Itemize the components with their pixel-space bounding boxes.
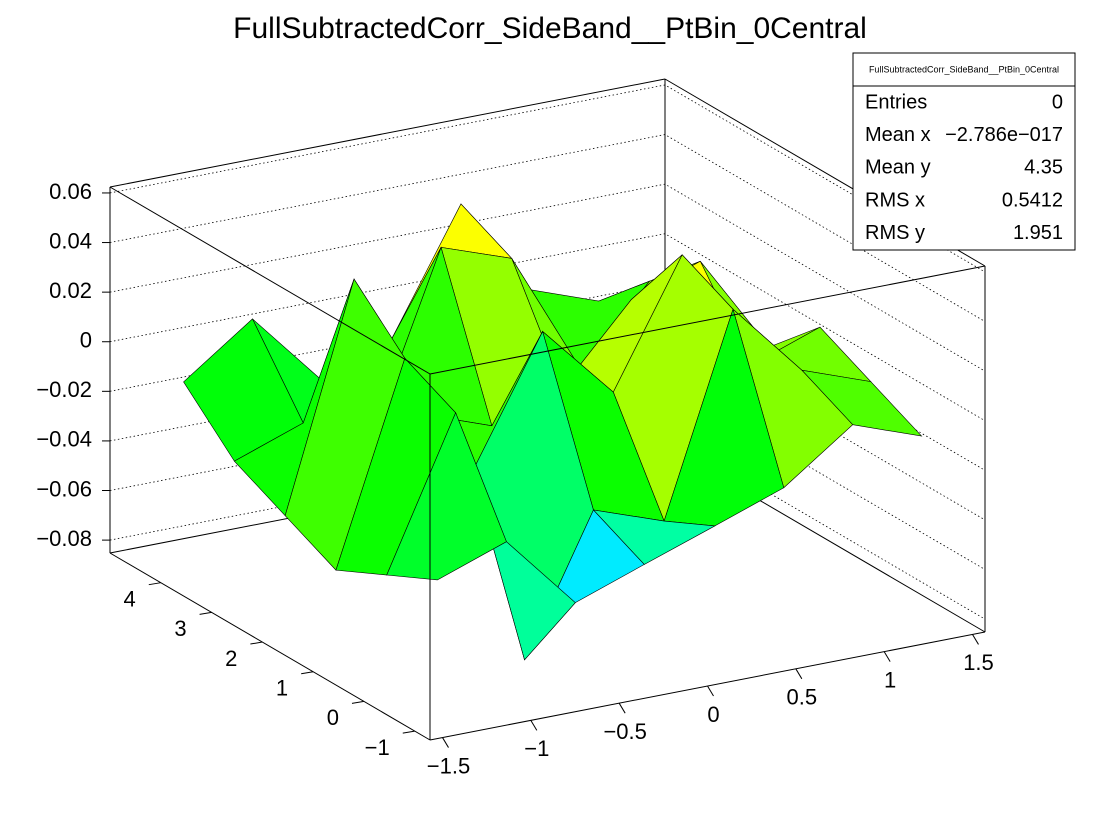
y-tick-label: 1 (276, 676, 288, 701)
stats-frame (852, 52, 1076, 251)
x-tick-label: −1 (524, 736, 549, 761)
stats-value: 0 (1052, 91, 1063, 113)
box-edge (109, 552, 431, 741)
stats-title: FullSubtractedCorr_SideBand__PtBin_0Cent… (869, 64, 1059, 74)
x-tick (707, 685, 714, 697)
y-tick (402, 730, 415, 734)
stats-label: Entries (865, 91, 927, 113)
surface-cell (386, 412, 507, 581)
y-tick-label: 2 (225, 646, 237, 671)
z-tick-label: 0 (80, 328, 92, 353)
z-tick-label: −0.06 (36, 476, 92, 501)
z-tick-label: −0.04 (36, 427, 92, 452)
x-tick (618, 702, 626, 714)
box-edge (429, 265, 986, 375)
y-tick (351, 700, 365, 704)
stats-label: Mean x (865, 124, 931, 146)
stats-value: −2.786e−017 (945, 124, 1063, 146)
x-tick (795, 668, 803, 680)
stats-value: 1.951 (1013, 222, 1063, 244)
x-tick-label: 1 (884, 667, 896, 692)
x-tick (442, 737, 449, 748)
grid-line (109, 134, 986, 322)
x-tick-label: 1.5 (963, 650, 994, 675)
stats-label: Mean y (865, 157, 931, 179)
stats-rows: Entries 0 Mean x −2.786e−017 Mean y 4.35 RMS x… (865, 91, 1063, 244)
y-tick (301, 671, 314, 675)
x-tick-label: 0 (707, 702, 719, 727)
z-tick-label: 0.06 (49, 179, 92, 204)
y-tick (148, 582, 161, 586)
z-tick-label: −0.08 (36, 526, 92, 551)
chart-title: FullSubtractedCorr_SideBand__PtBin_0Cent… (233, 12, 867, 45)
x-tick (883, 651, 891, 662)
stats-value: 0.5412 (1002, 189, 1063, 211)
stats-value: 4.35 (1024, 157, 1063, 179)
y-tick (199, 611, 212, 615)
box-edge (109, 78, 666, 188)
grid-line (109, 233, 986, 422)
y-tick-label: −1 (365, 735, 390, 760)
z-tick-label: 0.02 (49, 278, 92, 303)
stats-label: RMS x (865, 189, 925, 211)
x-tick (530, 720, 538, 731)
plot: −0.08 −0.06 −0.04 −0.02 0 0.02 0.04 0.06 −1.5 −1 −… (36, 78, 994, 778)
x-tick-label: −0.5 (603, 719, 646, 744)
y-tick-label: 4 (124, 586, 136, 611)
stats-box: FullSubtractedCorr_SideBand__PtBin_0Cent… (852, 52, 1076, 251)
y-tick (250, 641, 263, 645)
z-tick-label: −0.02 (36, 377, 92, 402)
x-tick-label: −1.5 (427, 753, 470, 778)
x-tick (972, 634, 979, 645)
stats-label: RMS y (865, 222, 925, 244)
box-edge (109, 186, 431, 375)
x-tick-label: 0.5 (787, 685, 818, 710)
grid-line (109, 183, 986, 372)
y-tick-label: 0 (327, 705, 339, 730)
z-tick-label: 0.04 (49, 228, 92, 253)
y-tick-label: 3 (174, 616, 186, 641)
